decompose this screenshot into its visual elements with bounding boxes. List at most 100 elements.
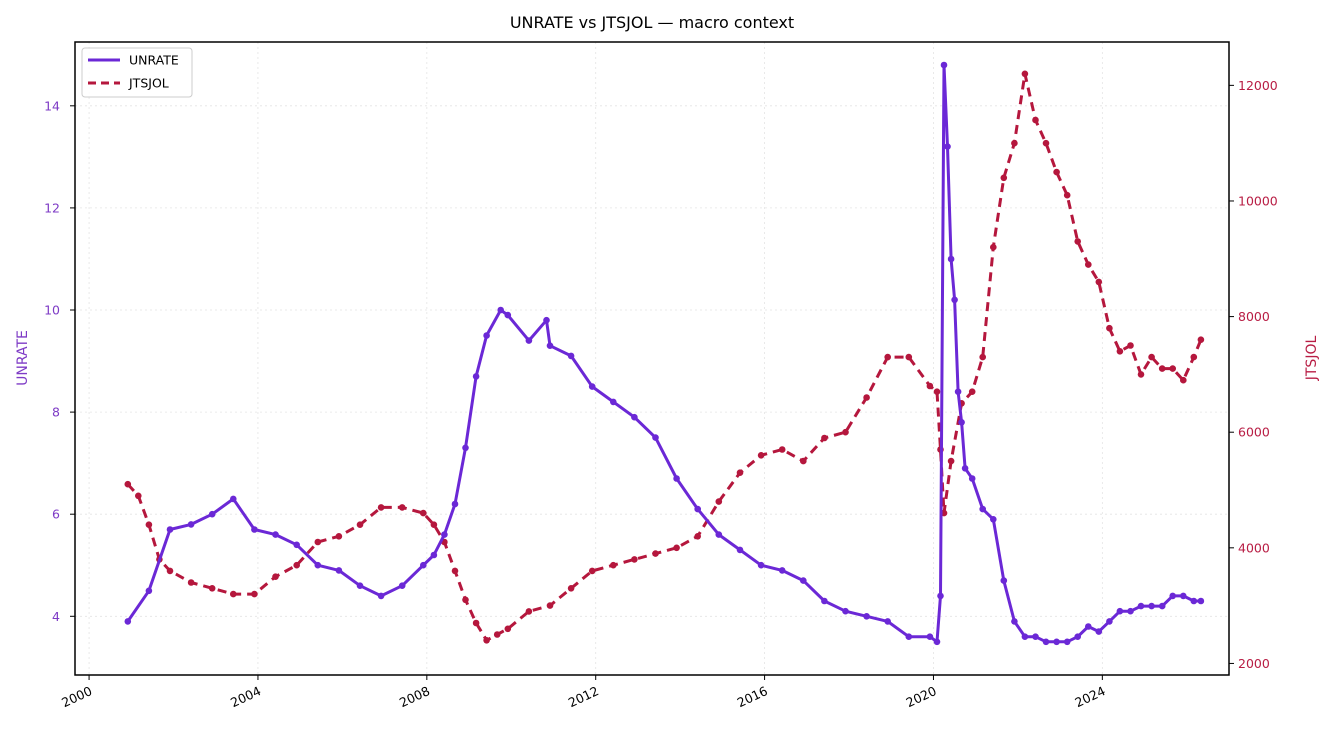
data-point xyxy=(272,531,279,538)
data-point xyxy=(954,388,962,396)
data-point xyxy=(251,590,258,598)
data-point xyxy=(1197,597,1205,605)
series-unrate xyxy=(124,61,1205,646)
series-line-unrate xyxy=(126,63,1203,644)
data-point xyxy=(1000,174,1008,182)
data-point xyxy=(757,452,765,459)
data-point xyxy=(610,561,617,569)
data-point xyxy=(1116,348,1124,355)
data-point xyxy=(356,521,364,528)
data-point xyxy=(377,592,385,600)
data-point xyxy=(567,585,575,592)
data-point xyxy=(483,637,490,644)
data-point xyxy=(968,475,976,482)
data-point xyxy=(1032,116,1039,124)
data-point xyxy=(1116,607,1124,615)
data-point xyxy=(398,582,406,589)
data-point xyxy=(420,561,427,569)
data-point xyxy=(272,573,279,580)
x-tick-label: 2008 xyxy=(397,683,432,710)
data-point xyxy=(937,592,944,600)
data-point xyxy=(905,353,913,361)
data-point xyxy=(1106,618,1113,625)
data-point xyxy=(947,255,955,263)
data-point xyxy=(863,613,870,620)
data-point xyxy=(462,596,469,604)
data-point xyxy=(1085,623,1092,630)
data-point xyxy=(1127,342,1134,349)
left-tick-label: 12 xyxy=(44,200,60,215)
right-tick-label: 4000 xyxy=(1238,540,1270,555)
data-point xyxy=(673,475,680,482)
data-point xyxy=(451,567,459,575)
data-point xyxy=(842,428,849,436)
data-point xyxy=(979,505,986,513)
data-point xyxy=(546,602,554,609)
x-tick-label: 2020 xyxy=(904,683,939,710)
data-point xyxy=(1137,602,1145,610)
data-point xyxy=(166,567,174,575)
data-point xyxy=(441,531,448,538)
data-point xyxy=(1074,238,1081,245)
data-point xyxy=(821,434,828,442)
data-point xyxy=(588,567,596,575)
data-point xyxy=(1095,278,1103,286)
data-point xyxy=(398,504,406,511)
data-point xyxy=(631,413,638,421)
data-point xyxy=(208,585,216,592)
data-point xyxy=(462,444,469,452)
data-point xyxy=(958,419,965,426)
data-point xyxy=(926,382,934,390)
data-point xyxy=(483,332,490,339)
x-axis: 2000 2004 2008 2012 2016 2020 2024 xyxy=(59,675,1108,710)
data-point xyxy=(356,582,364,589)
data-point xyxy=(493,631,501,638)
data-point xyxy=(905,633,913,640)
data-point xyxy=(800,577,807,584)
data-point xyxy=(884,618,891,625)
series-jtsjol xyxy=(124,70,1205,644)
data-point xyxy=(314,561,322,569)
legend-label: UNRATE xyxy=(129,53,179,68)
data-point xyxy=(736,469,744,477)
data-point xyxy=(1063,638,1071,646)
data-point xyxy=(800,457,807,465)
data-point xyxy=(610,398,617,406)
data-point xyxy=(1011,139,1018,147)
legend: UNRATE JTSJOL xyxy=(81,47,193,98)
data-point xyxy=(961,465,969,472)
data-point xyxy=(1042,638,1050,646)
left-tick-label: 14 xyxy=(44,98,60,113)
data-point xyxy=(631,556,638,563)
data-point xyxy=(230,590,237,598)
data-point xyxy=(335,533,343,540)
x-tick-label: 2004 xyxy=(228,683,263,710)
data-point xyxy=(990,516,997,523)
data-point xyxy=(1158,365,1166,372)
data-point xyxy=(1074,633,1081,640)
right-tick-label: 10000 xyxy=(1238,193,1278,208)
legend-label: JTSJOL xyxy=(128,76,169,91)
data-point xyxy=(673,544,680,552)
x-tick-label: 2000 xyxy=(59,683,94,710)
right-axis-label: JTSJOL xyxy=(1304,336,1320,382)
data-point xyxy=(947,457,955,465)
data-point xyxy=(124,480,132,488)
data-point xyxy=(135,492,142,500)
data-point xyxy=(430,521,438,528)
data-point xyxy=(420,509,427,517)
left-tick-label: 4 xyxy=(52,609,60,624)
data-point xyxy=(951,296,958,304)
left-tick-label: 8 xyxy=(52,405,60,420)
data-point xyxy=(567,352,575,360)
data-point xyxy=(694,505,701,513)
data-point xyxy=(504,625,512,633)
left-axis: 4 6 8 10 12 14 xyxy=(44,98,75,624)
data-point xyxy=(543,316,550,324)
data-point xyxy=(1190,353,1198,361)
data-point xyxy=(1053,638,1060,646)
data-point xyxy=(940,61,948,69)
data-point xyxy=(821,597,828,605)
data-point xyxy=(778,446,786,453)
